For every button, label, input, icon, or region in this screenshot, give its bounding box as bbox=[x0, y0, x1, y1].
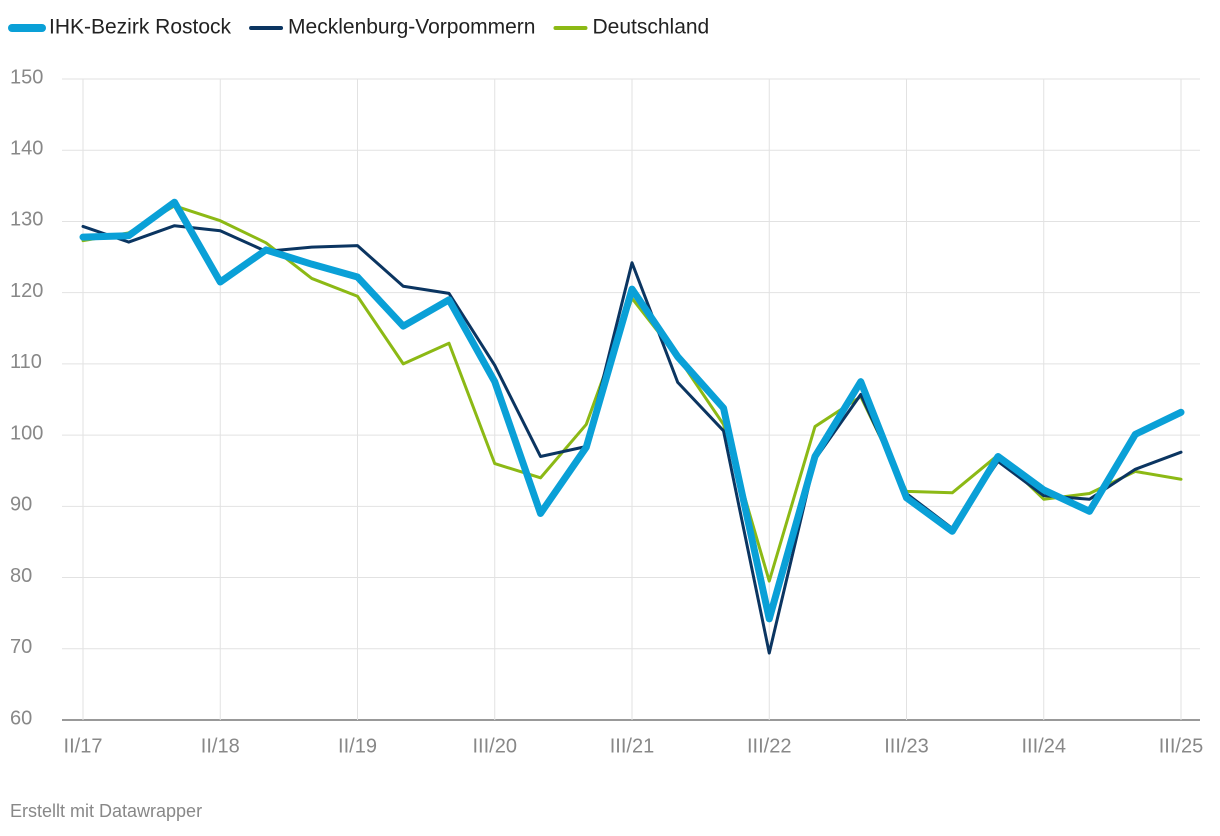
y-tick-label: 150 bbox=[10, 66, 43, 88]
y-tick-label: 100 bbox=[10, 422, 43, 444]
legend-label: Mecklenburg-Vorpommern bbox=[288, 16, 535, 39]
x-tick-label: II/17 bbox=[64, 735, 103, 757]
x-tick-label: III/22 bbox=[747, 735, 791, 757]
y-tick-label: 140 bbox=[10, 138, 43, 160]
x-tick-label: II/19 bbox=[338, 735, 377, 757]
lines bbox=[79, 198, 1185, 655]
x-tick-label: III/20 bbox=[473, 735, 517, 757]
legend-label: IHK-Bezirk Rostock bbox=[49, 16, 232, 39]
x-tick-label: III/21 bbox=[610, 735, 654, 757]
y-tick-label: 90 bbox=[10, 494, 32, 516]
x-tick-label: II/18 bbox=[201, 735, 240, 757]
y-tick-label: 130 bbox=[10, 209, 43, 231]
legend: IHK-Bezirk Rostock Mecklenburg-Vorpommern… bbox=[8, 16, 709, 39]
y-tick-label: 60 bbox=[10, 707, 32, 729]
grid: 60 70 80 90 100 110 120 130 140 150 II/17 II/18 II/1… bbox=[10, 66, 1203, 757]
y-tick-label: 70 bbox=[10, 636, 32, 658]
legend-label: Deutschland bbox=[592, 16, 709, 39]
series-line bbox=[79, 198, 1185, 623]
x-tick-label: III/23 bbox=[884, 735, 928, 757]
footer: Erstellt mit Datawrapper bbox=[10, 801, 202, 821]
y-tick-label: 110 bbox=[10, 351, 42, 373]
x-tick-label: III/24 bbox=[1022, 735, 1066, 757]
y-tick-label: 120 bbox=[10, 280, 43, 302]
y-tick-label: 80 bbox=[10, 565, 32, 587]
x-tick-label: III/25 bbox=[1159, 735, 1203, 757]
